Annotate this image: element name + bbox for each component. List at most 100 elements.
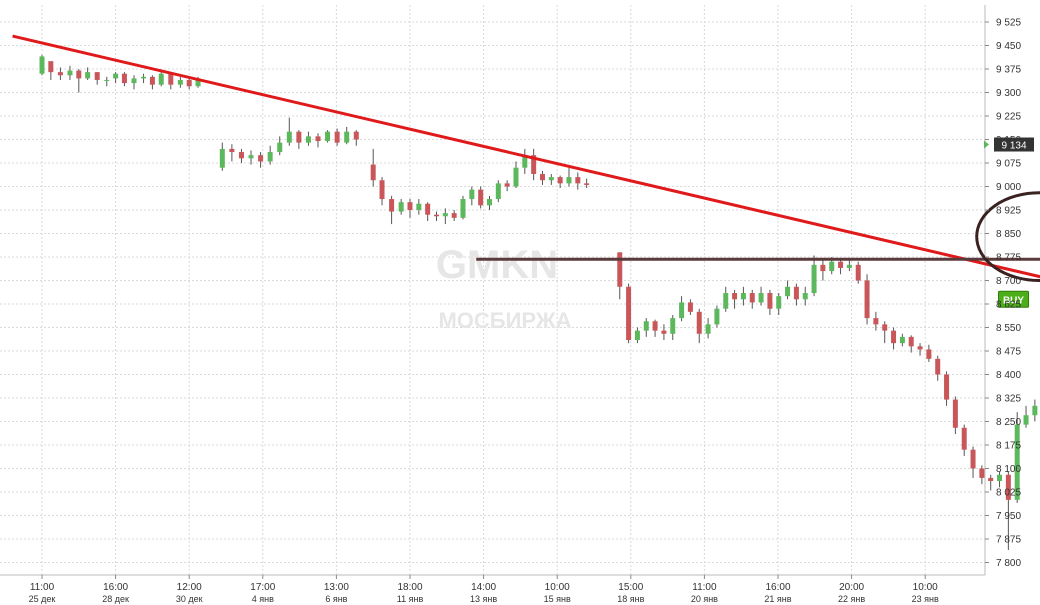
candle xyxy=(158,72,164,87)
y-tick-label: 8 175 xyxy=(996,441,1021,452)
candle-body xyxy=(407,202,413,210)
candle xyxy=(277,136,283,156)
candle xyxy=(48,61,54,80)
candle xyxy=(705,318,711,339)
candle-body xyxy=(952,399,958,428)
candle-body xyxy=(469,189,475,200)
candle xyxy=(926,344,932,362)
candle xyxy=(344,126,350,145)
candle-body xyxy=(873,318,879,325)
candle-body xyxy=(486,199,492,206)
candle-body xyxy=(39,56,45,74)
candle xyxy=(67,65,73,80)
candle xyxy=(504,180,510,192)
candle-body xyxy=(679,302,685,319)
candle-body xyxy=(785,286,791,297)
candle xyxy=(248,150,254,165)
candle xyxy=(451,210,457,221)
candle xyxy=(267,145,273,165)
candle-body xyxy=(57,72,63,76)
x-tick-date: 30 дек xyxy=(176,594,203,604)
candle-body xyxy=(433,214,439,217)
candle xyxy=(478,186,484,209)
x-tick-date: 21 янв xyxy=(764,594,791,604)
y-tick-label: 7 875 xyxy=(996,535,1021,546)
candle-body xyxy=(767,293,773,309)
candle xyxy=(238,148,244,163)
candle xyxy=(486,195,492,210)
candle xyxy=(425,202,431,221)
candle xyxy=(229,144,235,162)
candle-body xyxy=(141,76,147,79)
y-tick-label: 8 400 xyxy=(996,370,1021,381)
x-tick-time: 18:00 xyxy=(397,582,422,593)
y-tick-label: 9 000 xyxy=(996,182,1021,193)
candle-body xyxy=(882,324,888,331)
candle xyxy=(219,142,225,171)
watermark-ticker: GMKN xyxy=(436,243,558,287)
candle xyxy=(104,76,110,87)
candle-body xyxy=(970,449,976,469)
candle xyxy=(131,75,137,90)
candle xyxy=(970,446,976,478)
last-price-marker: 9 134 xyxy=(984,137,1034,152)
watermark-brand: МОСБИРЖА xyxy=(438,308,571,333)
candle xyxy=(811,255,817,297)
candle-body xyxy=(158,73,164,85)
candle-body xyxy=(451,213,457,218)
candle xyxy=(416,199,422,215)
candle-body xyxy=(740,293,746,300)
candle xyxy=(979,465,985,485)
candle xyxy=(353,130,359,146)
chart-grid xyxy=(0,5,986,576)
candle-body xyxy=(820,264,826,272)
candle xyxy=(168,72,174,90)
candle xyxy=(776,293,782,315)
candle-body xyxy=(186,79,192,87)
candle-body xyxy=(732,293,738,300)
buy-signal: BUY xyxy=(998,290,1030,308)
candle xyxy=(891,327,897,350)
candle xyxy=(305,131,311,146)
x-tick-time: 10:00 xyxy=(545,582,570,593)
candle-body xyxy=(944,374,950,400)
y-tick-label: 9 525 xyxy=(996,18,1021,29)
candle xyxy=(469,186,475,206)
candle-body xyxy=(229,148,235,153)
candle xyxy=(539,170,545,185)
candle xyxy=(634,327,640,344)
candle xyxy=(882,321,888,344)
x-tick-date: 11 янв xyxy=(397,594,424,604)
candle xyxy=(258,152,264,168)
x-tick-date: 15 янв xyxy=(544,594,571,604)
y-tick-label: 8 850 xyxy=(996,229,1021,240)
candle-body xyxy=(539,173,545,181)
x-tick-time: 11:00 xyxy=(692,582,717,593)
candle-body xyxy=(802,293,808,300)
candle xyxy=(141,73,147,84)
candle xyxy=(961,424,967,456)
x-tick-time: 16:00 xyxy=(103,582,128,593)
candle-body xyxy=(495,183,501,200)
candle-body xyxy=(758,293,764,303)
candle-body xyxy=(652,321,658,331)
x-tick-date: 25 дек xyxy=(29,594,56,604)
y-tick-label: 9 075 xyxy=(996,159,1021,170)
candle xyxy=(531,148,537,181)
y-tick-label: 8 625 xyxy=(996,300,1021,311)
y-tick-label: 8 100 xyxy=(996,464,1021,475)
candle xyxy=(315,133,321,148)
candle xyxy=(442,208,448,225)
x-tick-time: 11:00 xyxy=(30,582,55,593)
y-tick-label: 8 475 xyxy=(996,347,1021,358)
candle xyxy=(513,161,519,189)
candle-body xyxy=(460,199,466,218)
candle-body xyxy=(1023,415,1029,425)
candle xyxy=(687,299,693,315)
candle xyxy=(286,117,292,146)
y-tick-label: 9 225 xyxy=(996,112,1021,123)
candle xyxy=(398,199,404,215)
candle xyxy=(325,130,331,143)
